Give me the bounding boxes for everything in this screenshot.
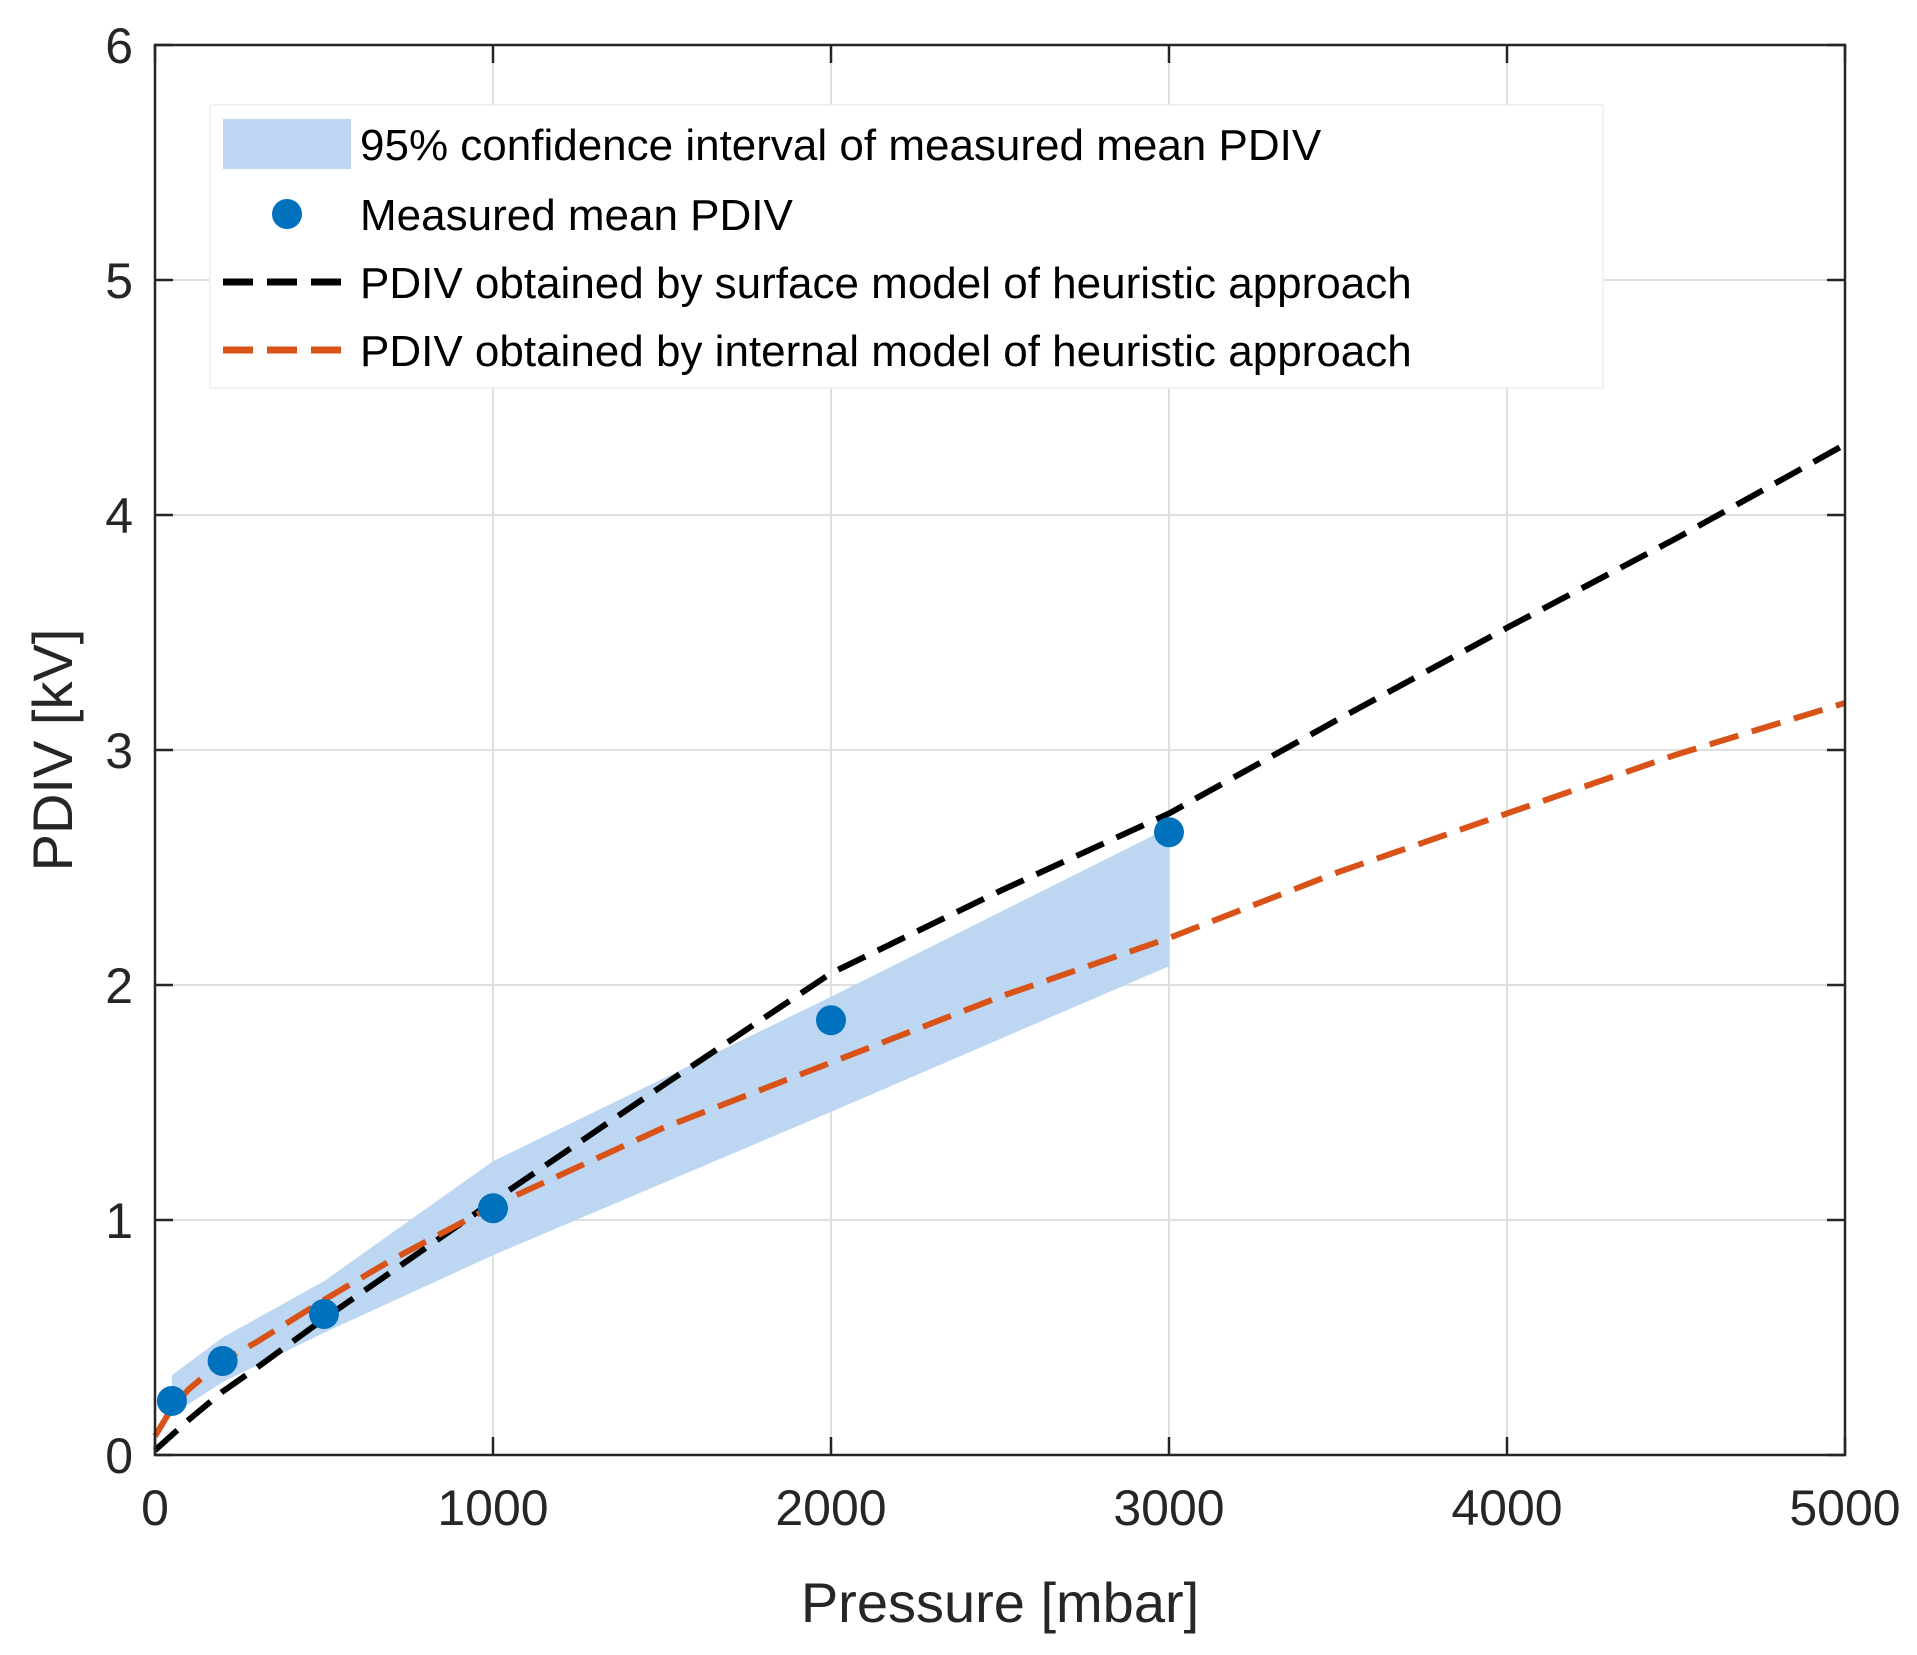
- legend: 95% confidence interval of measured mean…: [209, 104, 1604, 389]
- x-tick-label-3: 3000: [1113, 1480, 1224, 1536]
- measured-point-1: [207, 1346, 238, 1376]
- series-line-surface-model: [152, 441, 1847, 1453]
- measured-point-0: [156, 1385, 187, 1416]
- measured-point-3: [478, 1193, 508, 1224]
- legend-box: [209, 104, 1604, 389]
- x-tick-label-5: 5000: [1789, 1480, 1900, 1536]
- series-line-internal-model: [152, 700, 1846, 1438]
- y-tick-label-5: 5: [105, 253, 133, 309]
- confidence-band: [171, 827, 1169, 1416]
- legend-label-internal-model: PDIV obtained by internal model of heuri…: [360, 327, 1412, 376]
- x-tick-label-1: 1000: [437, 1480, 548, 1536]
- legend-label-confidence-band: 95% confidence interval of measured mean…: [360, 121, 1322, 170]
- y-tick-labels: 0 1 2 3 4 5 6: [105, 18, 133, 1484]
- y-tick-label-3: 3: [105, 723, 133, 779]
- measured-point-5: [1154, 817, 1184, 848]
- series-lines: [152, 441, 1847, 1453]
- measured-points: [156, 817, 1184, 1416]
- confidence-band-group: [171, 827, 1169, 1416]
- x-tick-label-4: 4000: [1451, 1480, 1562, 1536]
- x-axis-title: Pressure [mbar]: [801, 1571, 1199, 1634]
- legend-label-surface-model: PDIV obtained by surface model of heuris…: [360, 259, 1412, 308]
- measured-point-4: [816, 1005, 846, 1036]
- y-tick-label-0: 0: [105, 1428, 133, 1484]
- x-tick-label-0: 0: [141, 1480, 169, 1536]
- y-tick-label-2: 2: [105, 958, 133, 1014]
- y-tick-label-4: 4: [105, 488, 133, 544]
- measured-point-2: [309, 1299, 339, 1329]
- y-tick-label-6: 6: [105, 18, 133, 74]
- y-tick-label-1: 1: [105, 1193, 133, 1249]
- legend-marker-measured: [272, 199, 302, 229]
- y-axis-title: PDIV [kV]: [21, 629, 84, 872]
- legend-label-measured: Measured mean PDIV: [360, 191, 794, 240]
- ticks: [153, 43, 1847, 1457]
- x-tick-label-2: 2000: [775, 1480, 886, 1536]
- x-tick-labels: 0 1000 2000 3000 4000 5000: [141, 1480, 1901, 1536]
- legend-band-swatch: [223, 119, 351, 169]
